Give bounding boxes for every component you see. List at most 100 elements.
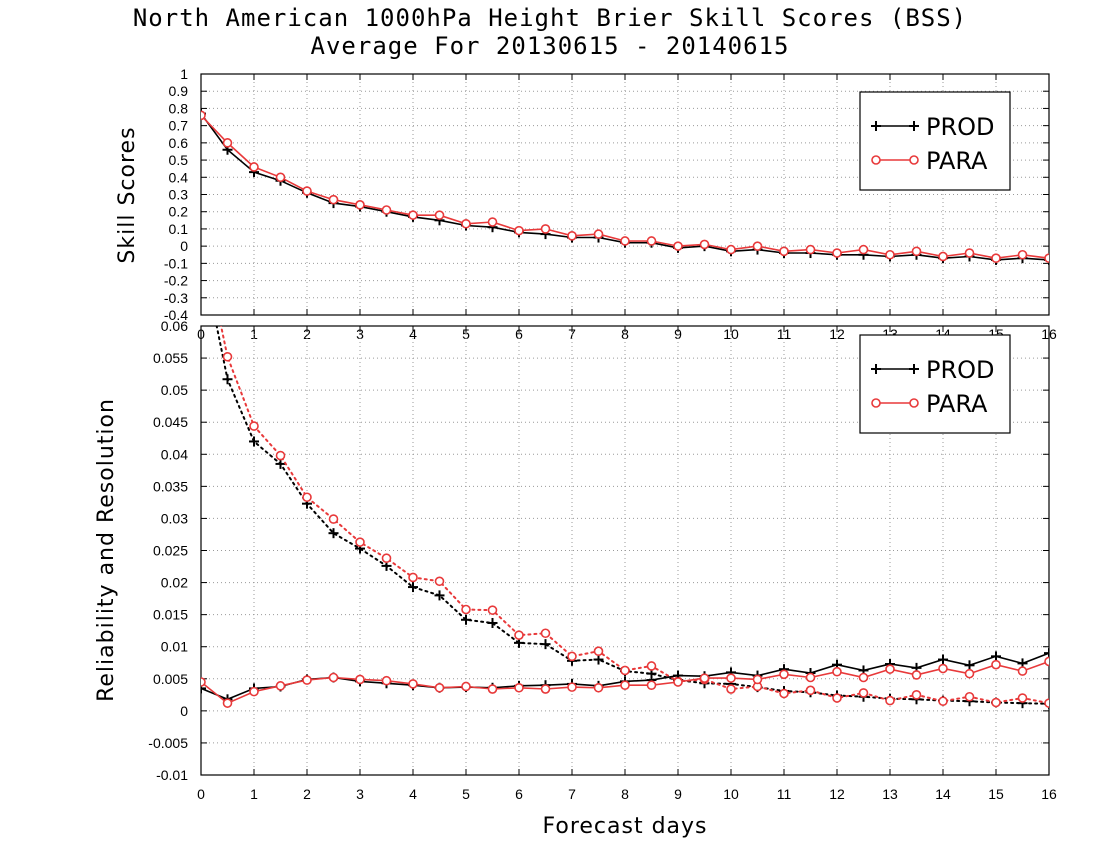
x-tick-label: 11 <box>777 786 792 802</box>
legend-label: PROD <box>926 113 995 141</box>
x-tick-label: 14 <box>935 786 951 802</box>
data-point-para <box>620 680 630 691</box>
data-point-para <box>408 679 418 689</box>
x-tick-label: 3 <box>356 786 364 802</box>
legend-box <box>859 91 1011 191</box>
chart-title: North American 1000hPa Height Brier Skil… <box>0 4 1100 60</box>
data-point-prod <box>328 528 339 539</box>
data-point-para <box>885 249 895 260</box>
data-point-para <box>514 225 524 236</box>
data-point-prod <box>201 683 206 694</box>
data-point-para <box>991 659 1001 670</box>
y-tick-label: 0.01 <box>161 639 188 655</box>
legend-label: PARA <box>926 147 988 175</box>
legend-item-prod: PROD <box>871 356 995 384</box>
y-tick-label: 0.3 <box>169 187 189 203</box>
data-point-para <box>646 236 657 246</box>
data-point-para <box>964 668 975 679</box>
data-point-para <box>858 672 869 683</box>
data-point-para <box>832 693 842 703</box>
data-point-para <box>408 210 418 220</box>
legend-marker <box>909 398 919 408</box>
x-tick-label: 12 <box>829 786 845 802</box>
data-point-para <box>858 688 869 698</box>
y-tick-label: 0.5 <box>169 152 189 168</box>
x-tick-label: 10 <box>723 786 739 802</box>
data-point-para <box>302 492 312 503</box>
data-point-para <box>620 236 630 246</box>
y-tick-label: -0.4 <box>164 307 188 323</box>
data-point-para <box>964 691 975 702</box>
x-tick-label: 6 <box>515 786 523 802</box>
legend-marker <box>909 364 919 374</box>
data-point-para <box>911 670 922 680</box>
y-tick-label: -0.1 <box>164 255 188 271</box>
data-point-para <box>275 681 286 691</box>
legend-item-para: PARA <box>871 147 988 175</box>
data-point-prod <box>275 458 286 469</box>
x-tick-label: 15 <box>988 786 1004 802</box>
y-tick-label: 0.05 <box>161 382 188 398</box>
y-tick-label: -0.3 <box>164 290 188 306</box>
data-point-prod <box>964 660 975 671</box>
data-point-para <box>434 210 445 220</box>
data-point-para <box>328 672 339 683</box>
data-point-prod <box>461 614 471 625</box>
data-point-para <box>302 186 312 196</box>
data-point-para <box>726 244 736 255</box>
y-tick-label: 0.2 <box>169 204 189 220</box>
reliability-resolution-panel: 0.060.0550.050.0450.040.0350.030.0250.02… <box>94 318 1057 839</box>
x-tick-label: 16 <box>1041 786 1057 802</box>
data-point-para <box>779 246 789 257</box>
data-point-para <box>567 231 577 241</box>
data-point-para <box>567 682 577 692</box>
data-point-para <box>249 686 259 697</box>
data-point-para <box>381 675 392 686</box>
data-point-para <box>885 664 895 674</box>
y-tick-label: 0.035 <box>153 478 188 494</box>
data-point-para <box>805 244 816 255</box>
legend-marker <box>871 364 881 374</box>
data-point-prod <box>991 651 1001 662</box>
data-point-para <box>540 684 551 694</box>
data-point-para <box>514 630 524 640</box>
data-point-para <box>938 663 948 674</box>
data-point-para <box>567 651 577 662</box>
chart-title-line-1: North American 1000hPa Height Brier Skil… <box>132 4 968 32</box>
data-point-para <box>646 661 657 671</box>
data-point-para <box>805 672 816 683</box>
data-point-para <box>355 674 365 685</box>
y-tick-label: 0.025 <box>153 543 188 559</box>
data-point-para <box>328 194 339 205</box>
data-point-para <box>355 537 365 547</box>
skill-score-panel: 10.90.80.70.60.50.40.30.20.10-0.1-0.2-0.… <box>115 66 1057 342</box>
legend: PROD PARA <box>859 334 1011 434</box>
data-point-para <box>1044 656 1049 667</box>
data-point-para <box>832 248 842 258</box>
y-tick-label: 1 <box>180 66 188 82</box>
x-tick-label: 7 <box>568 786 576 802</box>
data-point-para <box>593 646 604 657</box>
data-point-para <box>991 253 1001 263</box>
data-point-para <box>434 682 445 693</box>
data-point-para <box>201 110 206 121</box>
y-tick-label: 0.03 <box>161 510 188 526</box>
x-tick-label: 4 <box>409 786 417 802</box>
data-point-para <box>275 450 286 461</box>
data-point-para <box>779 688 789 699</box>
data-point-para <box>779 669 789 680</box>
data-point-prod <box>434 590 445 601</box>
y-tick-label: 0.8 <box>169 100 189 116</box>
data-point-para <box>1044 698 1049 708</box>
data-point-para <box>911 690 922 700</box>
data-point-prod <box>593 654 604 665</box>
y-tick-label: 0.4 <box>169 169 189 185</box>
legend-box <box>859 334 1011 434</box>
data-point-para <box>201 677 206 687</box>
data-point-para <box>381 205 392 215</box>
data-point-para <box>699 673 710 683</box>
legend-marker <box>909 155 919 165</box>
data-point-para <box>461 681 471 692</box>
data-point-para <box>222 351 233 362</box>
data-point-para <box>752 241 763 251</box>
